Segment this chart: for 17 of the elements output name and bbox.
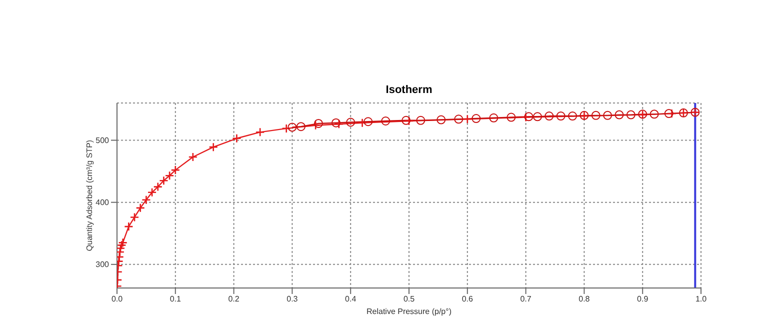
chart-title: Isotherm — [384, 84, 434, 96]
x-tick-label: 0.6 — [462, 294, 474, 304]
x-tick-label: 0.1 — [170, 294, 182, 304]
x-tick-label: 0.0 — [111, 294, 124, 304]
x-tick-label: 0.2 — [228, 294, 240, 304]
x-tick-label: 0.7 — [520, 294, 532, 304]
x-tick-label: 0.4 — [345, 294, 357, 304]
x-tick-label: 0.3 — [286, 294, 298, 304]
x-tick-label: 0.8 — [578, 294, 590, 304]
x-tick-label: 0.9 — [637, 294, 649, 304]
y-tick-label: 300 — [96, 260, 110, 270]
x-axis-title: Relative Pressure (p/p°) — [366, 307, 452, 316]
y-tick-label: 500 — [96, 136, 110, 146]
x-tick-label: 0.5 — [403, 294, 416, 304]
x-tick-label: 1.0 — [695, 294, 708, 304]
y-axis-title: Quantity Adsorbed (cm³/g STP) — [84, 140, 94, 252]
y-tick-label: 400 — [96, 198, 110, 208]
